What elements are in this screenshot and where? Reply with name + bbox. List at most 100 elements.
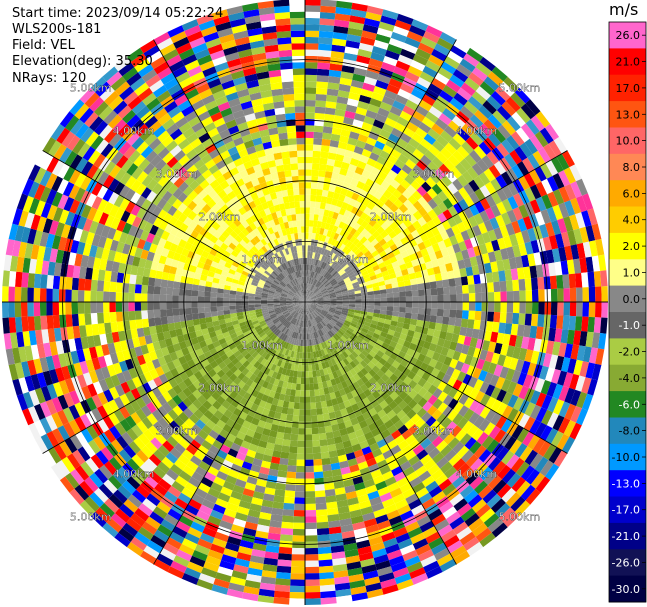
- range-gate: [401, 328, 409, 336]
- range-gate: [300, 384, 305, 391]
- range-gate: [426, 267, 435, 276]
- range-gate: [328, 289, 335, 293]
- range-gate: [287, 376, 294, 384]
- range-gate: [467, 247, 476, 258]
- range-gate: [331, 270, 338, 277]
- range-gate: [294, 491, 305, 498]
- range-gate: [320, 248, 326, 255]
- range-gate: [305, 396, 311, 403]
- range-gate: [2, 302, 9, 318]
- range-gate: [499, 507, 515, 523]
- range-gate: [457, 128, 471, 142]
- range-gate: [481, 155, 494, 169]
- range-gate: [425, 25, 443, 38]
- range-gate: [367, 530, 382, 540]
- range-gate: [249, 503, 262, 512]
- range-gate: [281, 515, 294, 523]
- range-gate: [312, 325, 317, 332]
- range-gate: [384, 476, 397, 487]
- range-gate: [305, 302, 308, 308]
- range-gate: [371, 205, 381, 214]
- range-gate: [160, 279, 168, 288]
- range-gate: [455, 429, 467, 442]
- range-gate: [485, 409, 497, 423]
- range-gate: [305, 300, 312, 302]
- range-gate: [391, 429, 402, 440]
- range-gate: [329, 308, 336, 312]
- range-gate: [395, 532, 411, 544]
- range-gate: [340, 466, 351, 475]
- range-gate: [595, 302, 602, 318]
- range-gate: [324, 482, 335, 491]
- range-gate: [268, 526, 282, 535]
- range-gate: [303, 327, 305, 334]
- range-gate: [291, 344, 296, 352]
- range-gate: [343, 52, 358, 62]
- range-gate: [343, 195, 352, 204]
- range-gate: [428, 252, 438, 261]
- range-gate: [530, 239, 540, 254]
- range-gate: [342, 264, 350, 271]
- range-gate: [370, 125, 382, 135]
- range-gate: [321, 407, 329, 415]
- range-gate: [316, 307, 323, 311]
- range-gate: [298, 339, 301, 346]
- range-gate: [434, 168, 446, 180]
- range-gate: [370, 542, 385, 552]
- range-gate: [336, 96, 349, 105]
- range-gate: [338, 511, 351, 521]
- range-gate: [447, 540, 464, 554]
- range-gate: [302, 352, 305, 359]
- range-gate: [312, 220, 318, 228]
- range-gate: [287, 458, 297, 466]
- range-gate: [485, 207, 496, 220]
- range-gate: [585, 362, 596, 379]
- range-gate: [280, 413, 288, 421]
- range-gate: [469, 204, 480, 216]
- range-gate: [564, 183, 577, 201]
- range-gate: [380, 302, 388, 307]
- range-gate: [343, 255, 350, 262]
- range-gate: [312, 311, 318, 317]
- range-gate: [327, 359, 334, 367]
- range-gate: [427, 405, 438, 416]
- range-gate: [360, 212, 369, 221]
- range-gate: [562, 315, 570, 330]
- range-gate: [319, 356, 325, 363]
- range-gate: [365, 70, 380, 80]
- range-gate: [399, 263, 408, 271]
- range-gate: [463, 53, 480, 68]
- range-gate: [398, 311, 406, 318]
- range-gate: [411, 313, 418, 320]
- range-gate: [77, 302, 85, 314]
- range-gate: [303, 308, 305, 315]
- range-gate: [308, 277, 312, 284]
- range-gate: [135, 319, 143, 329]
- range-gate: [561, 150, 575, 168]
- range-gate: [456, 221, 467, 233]
- range-gate: [313, 471, 324, 479]
- range-gate: [415, 127, 428, 139]
- range-gate: [305, 201, 311, 208]
- range-gate: [551, 369, 562, 384]
- range-gate: [349, 220, 357, 228]
- range-gate: [536, 351, 546, 366]
- range-gate: [371, 250, 380, 258]
- range-gate: [345, 104, 358, 113]
- range-gate: [527, 253, 536, 267]
- range-gate: [222, 297, 230, 302]
- range-gate: [316, 356, 322, 364]
- range-gate: [384, 395, 394, 405]
- range-gate: [305, 302, 309, 308]
- range-gate: [367, 361, 376, 369]
- range-gate: [554, 328, 563, 343]
- range-gate: [281, 445, 290, 453]
- range-gate: [376, 386, 386, 396]
- range-gate: [330, 50, 345, 59]
- range-gate: [343, 209, 351, 218]
- range-gate: [316, 521, 329, 529]
- range-gate: [320, 400, 328, 408]
- range-gate: [317, 298, 324, 300]
- range-gate: [522, 157, 535, 173]
